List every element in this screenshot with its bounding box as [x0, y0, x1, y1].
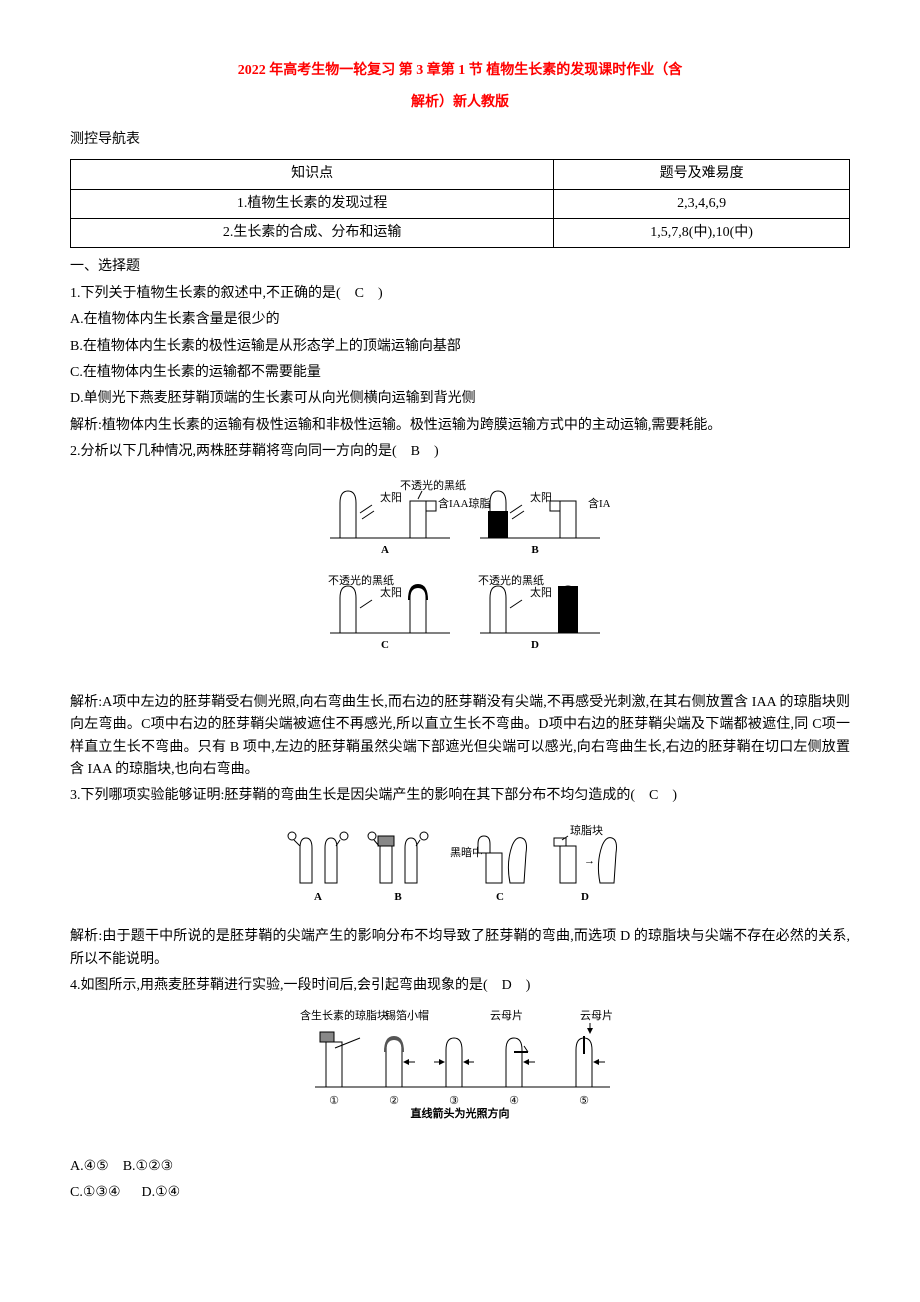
sun-label: 太阳	[530, 491, 552, 504]
table-row: 2.生长素的合成、分布和运输	[71, 218, 554, 247]
q3-stem: 3.下列哪项实验能够证明:胚芽鞘的弯曲生长是因尖端产生的影响在其下部分布不均匀造…	[70, 785, 850, 807]
q2-figure: 太阳 不透光的黑纸 含IAA琼脂块 A 太阳 含IAA琼脂块 B 不透光的黑纸 …	[70, 473, 850, 681]
table-row: 1,5,7,8(中),10(中)	[554, 218, 850, 247]
q1-opt: D.单侧光下燕麦胚芽鞘顶端的生长素可从向光侧横向运输到背光侧	[70, 388, 850, 410]
sun-label: 太阳	[380, 586, 402, 599]
n3: ③	[449, 1095, 459, 1107]
page-title: 2022 年高考生物一轮复习 第 3 章第 1 节 植物生长素的发现课时作业（含	[238, 63, 683, 78]
q3-figure: A B 黑暗中 C 琼脂块 → D	[70, 818, 850, 916]
q3-expl: 解析:由于题干中所说的是胚芽鞘的尖端产生的影响分布不均导致了胚芽鞘的弯曲,而选项…	[70, 926, 850, 971]
n2: ②	[389, 1095, 399, 1107]
panel-c-label: C	[381, 639, 389, 651]
foil-cap-label: 锡箔小帽	[385, 1008, 429, 1022]
table-row: 1.植物生长素的发现过程	[71, 189, 554, 218]
table-header-1: 题号及难易度	[554, 160, 850, 189]
table-row: 2,3,4,6,9	[554, 189, 850, 218]
sun-label: 太阳	[380, 491, 402, 504]
iaa-label: 含IAA琼脂块	[588, 496, 610, 510]
iaa-agar-label: 含生长素的琼脂块	[300, 1008, 388, 1022]
q2-expl: 解析:A项中左边的胚芽鞘受右侧光照,向右弯曲生长,而右边的胚芽鞘没有尖端,不再感…	[70, 692, 850, 782]
panel-b-label: B	[531, 544, 539, 556]
q2-stem: 2.分析以下几种情况,两株胚芽鞘将弯向同一方向的是( B )	[70, 441, 850, 463]
q1-opt: C.在植物体内生长素的运输都不需要能量	[70, 362, 850, 384]
q1-opt: B.在植物体内生长素的极性运输是从形态学上的顶端运输向基部	[70, 336, 850, 358]
panel-b-label: B	[394, 891, 402, 903]
q4-figure: 含生长素的琼脂块 锡箔小帽 云母片 云母片 ① ② ③ ④ ⑤ 直线	[70, 1007, 850, 1145]
n5: ⑤	[579, 1095, 589, 1107]
page-subtitle: 解析）新人教版	[411, 95, 509, 110]
blackpaper-label: 不透光的黑纸	[478, 573, 544, 587]
q4-opt: C.①③④ D.①④	[70, 1182, 850, 1204]
n4: ④	[509, 1095, 519, 1107]
mica-label: 云母片	[580, 1009, 613, 1022]
section-header: 一、选择题	[70, 256, 850, 278]
panel-c-label: C	[496, 891, 504, 903]
panel-d-label: D	[531, 639, 539, 651]
blackpaper-label: 不透光的黑纸	[328, 573, 394, 587]
nav-table: 知识点 题号及难易度 1.植物生长素的发现过程 2,3,4,6,9 2.生长素的…	[70, 159, 850, 248]
table-header-0: 知识点	[71, 160, 554, 189]
q1-expl: 解析:植物体内生长素的运输有极性运输和非极性运输。极性运输为跨膜运输方式中的主动…	[70, 415, 850, 437]
nav-header: 测控导航表	[70, 129, 850, 151]
n1: ①	[329, 1095, 339, 1107]
arrow-note: 直线箭头为光照方向	[411, 1106, 510, 1120]
blackpaper-label: 不透光的黑纸	[400, 478, 466, 492]
panel-a-label: A	[314, 891, 322, 903]
q1-stem: 1.下列关于植物生长素的叙述中,不正确的是( C )	[70, 283, 850, 305]
svg-text:→: →	[584, 855, 595, 867]
sun-label: 太阳	[530, 586, 552, 599]
panel-a-label: A	[381, 544, 389, 556]
q4-opt: A.④⑤ B.①②③	[70, 1156, 850, 1178]
agar-label: 琼脂块	[570, 823, 603, 837]
panel-d-label: D	[581, 891, 589, 903]
mica-label: 云母片	[490, 1009, 523, 1022]
q4-stem: 4.如图所示,用燕麦胚芽鞘进行实验,一段时间后,会引起弯曲现象的是( D )	[70, 975, 850, 997]
q1-opt: A.在植物体内生长素含量是很少的	[70, 309, 850, 331]
